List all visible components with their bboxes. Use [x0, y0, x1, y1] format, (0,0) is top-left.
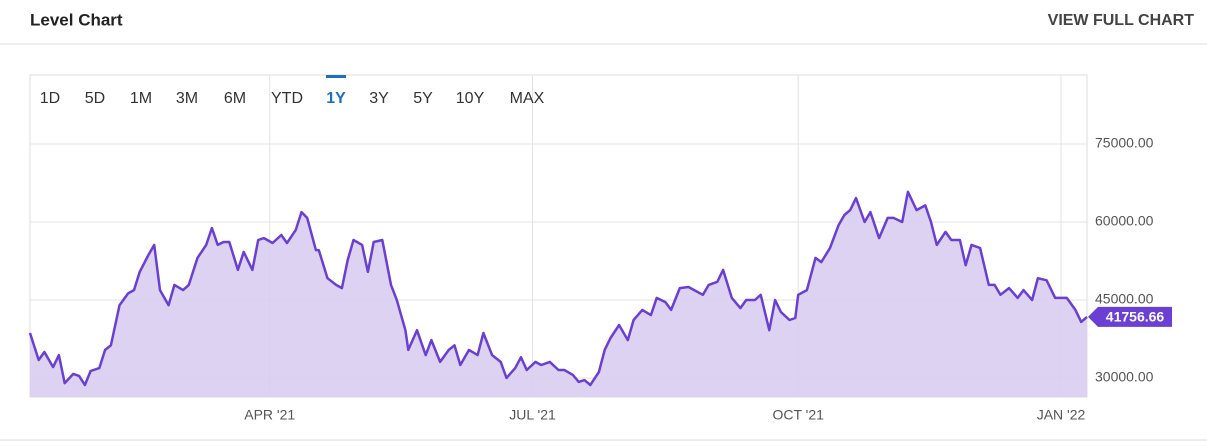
area — [30, 191, 1087, 397]
range-button[interactable]: 5D — [85, 90, 105, 107]
x-tick-label: OCT '21 — [772, 407, 824, 423]
x-tick-label: APR '21 — [244, 407, 295, 423]
range-button[interactable]: 6M — [224, 90, 246, 107]
range-button[interactable]: 1D — [40, 90, 60, 107]
y-tick-label: 60000.00 — [1095, 213, 1154, 229]
y-tick-label: 75000.00 — [1095, 135, 1154, 151]
range-button[interactable]: 3Y — [369, 90, 389, 107]
range-button[interactable]: MAX — [510, 90, 545, 107]
plot — [28, 75, 1088, 397]
range-button[interactable]: 5Y — [413, 90, 433, 107]
range-button[interactable]: 3M — [176, 90, 198, 107]
range-button[interactable]: YTD — [271, 90, 303, 107]
widget-title: Level Chart — [30, 10, 123, 29]
selected-indicator — [326, 75, 346, 78]
x-tick-label: JUL '21 — [509, 407, 556, 423]
full-chart-link[interactable]: VIEW FULL CHART — [1048, 12, 1195, 29]
last-value-label: 41756.66 — [1106, 309, 1165, 325]
range-button[interactable]: 1Y — [326, 90, 346, 107]
range-button[interactable]: 10Y — [456, 90, 485, 107]
range-buttons: 1D 5D 1M 3M 6M YTD 1Y 3Y 5Y 10Y MAX — [40, 75, 545, 107]
x-tick-label: JAN '22 — [1037, 407, 1086, 423]
last-value-tag — [1088, 306, 1172, 327]
y-tick-label: 30000.00 — [1095, 369, 1154, 385]
line — [28, 190, 1088, 387]
range-button[interactable]: 1M — [130, 90, 152, 107]
y-tick-label: 45000.00 — [1095, 291, 1154, 307]
